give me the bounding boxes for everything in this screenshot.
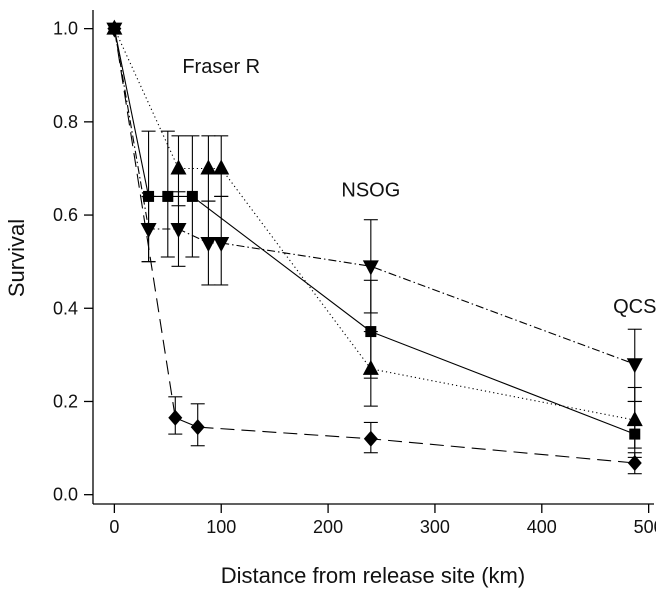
diamond-marker	[168, 409, 183, 426]
series-triangle-down	[106, 22, 643, 403]
y-tick-label: 0.8	[53, 112, 78, 132]
triangle-down-marker	[626, 358, 643, 374]
axes: 0 100 200 300 400 500 0.0 0.2 0.4 0.6 0.8 1.0	[53, 10, 656, 537]
diamond-marker	[190, 419, 205, 436]
series-square	[108, 23, 642, 458]
y-tick-label: 0.4	[53, 298, 78, 318]
triangle-up-marker	[200, 159, 217, 175]
triangle-down-marker	[213, 237, 230, 253]
y-tick-label: 0.2	[53, 391, 78, 411]
y-tick-label: 1.0	[53, 19, 78, 39]
y-tick-label: 0.6	[53, 205, 78, 225]
square-marker	[186, 190, 198, 202]
x-tick-label: 100	[206, 517, 236, 537]
diamond-marker	[627, 454, 642, 471]
triangle-up-marker	[362, 359, 379, 375]
series-layer	[106, 19, 643, 475]
series-triangle-up	[106, 19, 643, 449]
triangle-up-marker	[170, 159, 187, 175]
series-line	[113, 28, 635, 435]
x-tick-label: 300	[420, 517, 450, 537]
y-axis-label: Survival	[4, 219, 29, 297]
triangle-up-marker	[213, 159, 230, 175]
triangle-down-marker	[140, 223, 157, 239]
diamond-marker	[107, 20, 122, 37]
x-tick-label: 200	[313, 517, 343, 537]
x-tick-label: 0	[109, 517, 119, 537]
annotation-label: Fraser R	[182, 56, 260, 78]
triangle-down-marker	[170, 223, 187, 239]
x-axis-label: Distance from release site (km)	[221, 563, 525, 588]
y-tick-label: 0.0	[53, 485, 78, 505]
square-marker	[162, 190, 174, 202]
x-tick-label: 400	[527, 517, 557, 537]
annotation-layer: Fraser R NSOG QCS	[182, 56, 656, 318]
annotation-label: QCS	[613, 296, 656, 318]
triangle-down-marker	[362, 260, 379, 276]
annotation-label: NSOG	[341, 179, 400, 201]
series-diamond	[107, 20, 642, 475]
triangle-down-marker	[200, 237, 217, 253]
triangle-up-marker	[626, 411, 643, 427]
series-line	[113, 28, 635, 421]
series-line	[113, 28, 635, 464]
x-tick-label: 500	[634, 517, 656, 537]
diamond-marker	[363, 430, 378, 447]
